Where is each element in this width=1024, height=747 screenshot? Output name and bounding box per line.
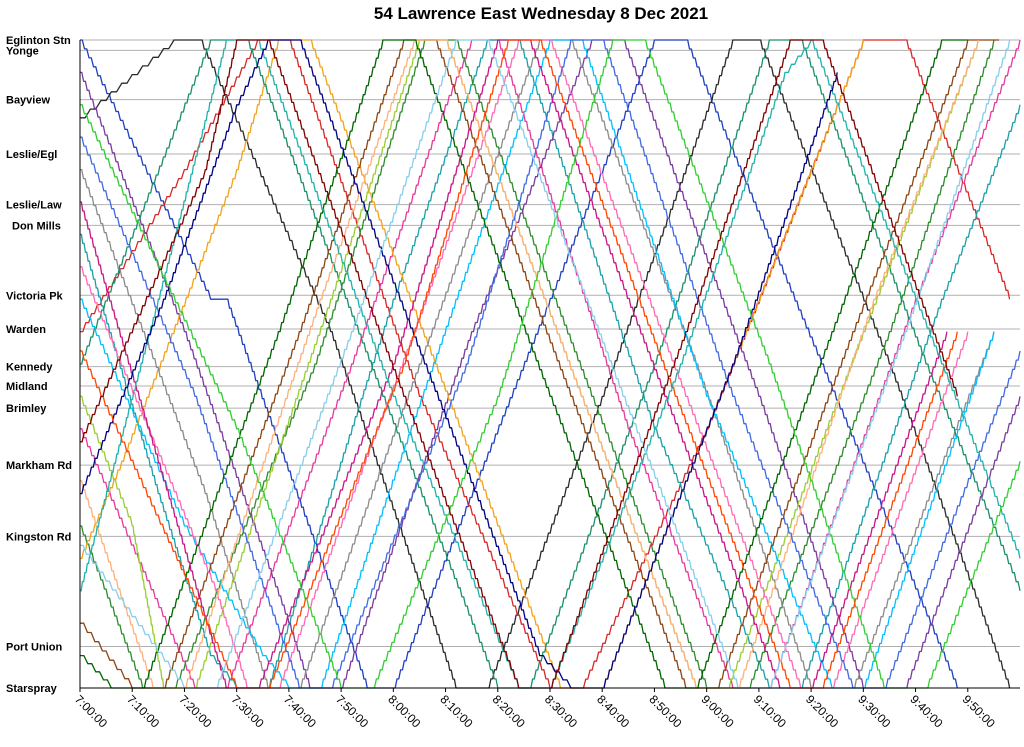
trip-line-15 (80, 39, 979, 689)
x-tick-label: 7:10:00 (124, 692, 162, 730)
x-tick-label: 7:30:00 (229, 692, 267, 730)
x-tick-label: 8:00:00 (385, 692, 423, 730)
stop-label: Eglinton Stn (6, 35, 71, 47)
grid-layer (80, 39, 1020, 689)
trip-line-4 (80, 39, 1021, 689)
trip-line-5 (80, 39, 1021, 689)
stop-label: Markham Rd (6, 460, 72, 472)
x-tick-label: 9:40:00 (907, 692, 945, 730)
trip-line-23 (80, 39, 1011, 689)
trip-line-24 (80, 39, 958, 689)
chart-title: 54 Lawrence East Wednesday 8 Dec 2021 (374, 4, 708, 23)
x-tick-label: 7:00:00 (72, 692, 110, 730)
x-tick-label: 9:30:00 (855, 692, 893, 730)
trip-line-16 (80, 39, 1021, 689)
trip-line-17 (80, 39, 968, 689)
stop-label: Warden (6, 324, 46, 336)
stop-label: Bayview (6, 95, 50, 107)
axis-layer (79, 40, 1020, 692)
stop-label: Midland (6, 381, 48, 393)
x-tick-label: 8:10:00 (437, 692, 475, 730)
trip-line-21 (80, 39, 1021, 689)
trip-line-14 (80, 39, 969, 689)
trip-line-13 (80, 39, 1000, 689)
x-tick-label: 7:20:00 (176, 692, 214, 730)
x-tick-label: 8:50:00 (646, 692, 684, 730)
x-tick-label: 9:50:00 (960, 692, 998, 730)
trip-line-1 (80, 39, 958, 689)
trip-line-19 (80, 39, 1021, 689)
trip-line-12 (80, 39, 995, 689)
x-tick-label: 8:20:00 (490, 692, 528, 730)
stop-label: Kingston Rd (6, 531, 71, 543)
stop-label: Victoria Pk (6, 290, 64, 302)
x-tick-label: 8:40:00 (594, 692, 632, 730)
trip-line-20 (80, 39, 838, 689)
x-tick-label: 9:00:00 (699, 692, 737, 730)
x-tick-label: 7:40:00 (281, 692, 319, 730)
stop-label: Starspray (6, 683, 58, 695)
trip-line-18 (80, 39, 948, 689)
stop-label: Port Union (6, 642, 62, 654)
trip-line-7 (80, 39, 1021, 689)
stop-label: Kennedy (6, 362, 53, 374)
x-tick-label: 9:20:00 (803, 692, 841, 730)
stop-label: Yonge (6, 45, 39, 57)
series-layer (80, 39, 1021, 689)
x-tick-label: 7:50:00 (333, 692, 371, 730)
stop-label: Brimley (6, 403, 47, 415)
stop-label: Leslie/Law (6, 200, 62, 212)
x-tick-label: 9:10:00 (751, 692, 789, 730)
trip-line-11 (80, 39, 979, 689)
trip-line-6 (80, 39, 995, 689)
x-tick-label: 8:30:00 (542, 692, 580, 730)
stop-label: Leslie/Egl (6, 149, 57, 161)
stop-label: Don Mills (12, 220, 61, 232)
trip-line-10 (80, 39, 1021, 689)
